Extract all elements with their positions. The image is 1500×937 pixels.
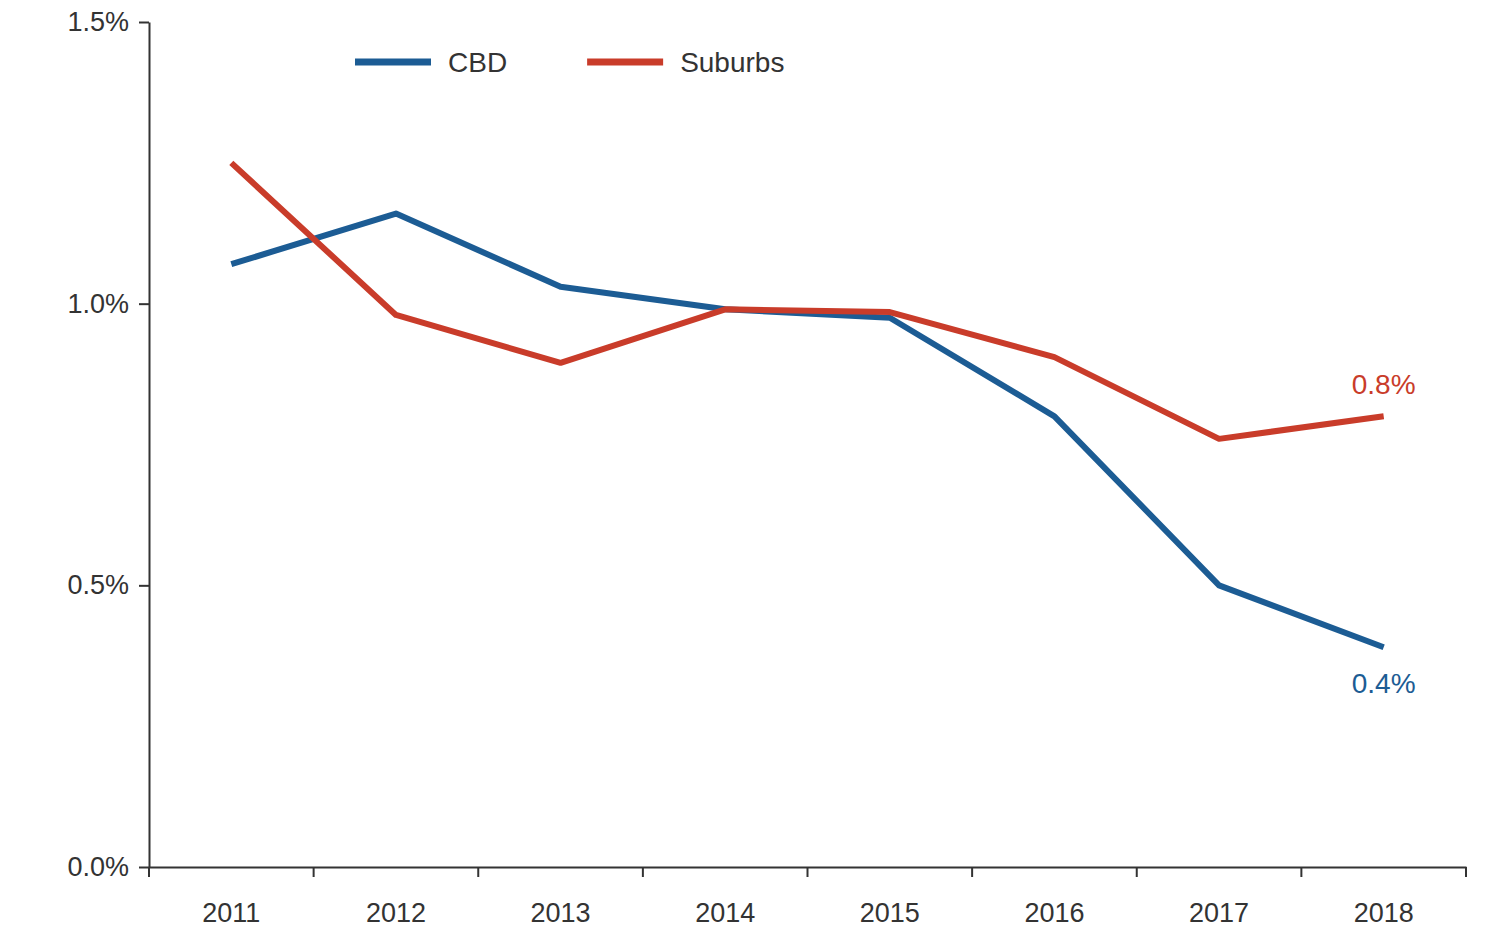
y-axis-line xyxy=(149,23,151,868)
data-labels: 0.4% 0.8% xyxy=(1352,369,1416,699)
x-tick-label: 2017 xyxy=(1189,898,1249,928)
x-tick: 2011 xyxy=(202,898,260,928)
legend-label: CBD xyxy=(448,47,507,78)
legend: CBD Suburbs xyxy=(355,47,784,78)
x-tick-mark xyxy=(313,867,315,877)
y-tick-mark xyxy=(139,585,149,587)
x-tick: 2016 xyxy=(1024,898,1084,928)
y-tick-mark xyxy=(139,22,149,24)
y-tick-label: 1.0% xyxy=(67,289,129,319)
x-tick: 2015 xyxy=(860,898,920,928)
series-line xyxy=(231,163,1383,439)
y-tick-mark xyxy=(139,303,149,305)
legend-item: CBD xyxy=(355,47,507,78)
series-line xyxy=(231,214,1383,648)
y-tick-label: 1.5% xyxy=(67,7,129,37)
x-tick-mark xyxy=(807,867,809,877)
y-tick: 1.5% xyxy=(67,7,149,37)
data-label: 0.4% xyxy=(1352,668,1416,699)
x-tick-mark xyxy=(1136,867,1138,877)
x-tick-mark xyxy=(477,867,479,877)
x-tick-label: 2011 xyxy=(202,898,260,928)
x-tick-label: 2013 xyxy=(531,898,591,928)
y-tick: 0.0% xyxy=(67,852,149,882)
y-tick-mark xyxy=(139,867,149,869)
legend-label: Suburbs xyxy=(680,47,784,78)
x-tick-label: 2016 xyxy=(1024,898,1084,928)
x-tick-mark xyxy=(1300,867,1302,877)
legend-item: Suburbs xyxy=(587,47,784,78)
x-tick: 2014 xyxy=(695,898,755,928)
x-tick: 2013 xyxy=(531,898,591,928)
chart: 0.0% 0.5% 1.0% 1.5% 2011 2012 2013 2014 2015 2016… xyxy=(0,0,1500,937)
x-tick-mark xyxy=(1465,867,1467,877)
x-axis: 2011 2012 2013 2014 2015 2016 2017 2018 xyxy=(149,867,1467,928)
y-axis: 0.0% 0.5% 1.0% 1.5% xyxy=(67,7,149,882)
x-tick-label: 2015 xyxy=(860,898,920,928)
y-tick-label: 0.0% xyxy=(67,852,129,882)
x-tick-label: 2014 xyxy=(695,898,755,928)
legend-swatch xyxy=(587,59,663,66)
plot-area xyxy=(231,163,1383,647)
y-tick: 1.0% xyxy=(67,289,149,319)
x-tick-mark xyxy=(971,867,973,877)
data-label: 0.8% xyxy=(1352,369,1416,400)
x-tick-mark xyxy=(148,867,150,877)
x-tick-mark xyxy=(642,867,644,877)
x-tick: 2017 xyxy=(1189,898,1249,928)
x-tick-label: 2012 xyxy=(366,898,426,928)
y-tick: 0.5% xyxy=(67,570,149,600)
x-tick: 2012 xyxy=(366,898,426,928)
x-tick-label: 2018 xyxy=(1354,898,1414,928)
legend-swatch xyxy=(355,59,431,66)
y-tick-label: 0.5% xyxy=(67,570,129,600)
x-tick: 2018 xyxy=(1354,898,1414,928)
x-edge-ticks xyxy=(149,867,1466,877)
